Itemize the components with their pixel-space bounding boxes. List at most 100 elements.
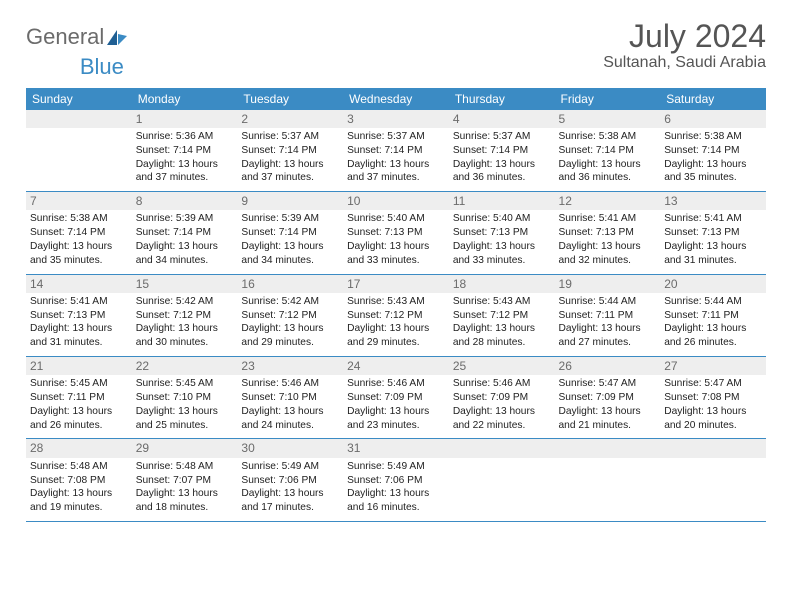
- day-info-line: and 29 minutes.: [241, 336, 339, 350]
- day-info: Sunrise: 5:41 AMSunset: 7:13 PMDaylight:…: [26, 293, 132, 356]
- calendar-cell: 10Sunrise: 5:40 AMSunset: 7:13 PMDayligh…: [343, 192, 449, 274]
- weekday-header: Thursday: [449, 88, 555, 110]
- brand-logo: General: [26, 24, 128, 50]
- day-number: [660, 439, 766, 457]
- sail-icon: [106, 28, 128, 46]
- calendar-cell: [449, 439, 555, 521]
- calendar-cell: 14Sunrise: 5:41 AMSunset: 7:13 PMDayligh…: [26, 274, 132, 356]
- calendar-cell: 9Sunrise: 5:39 AMSunset: 7:14 PMDaylight…: [237, 192, 343, 274]
- day-info-line: Sunset: 7:09 PM: [559, 391, 657, 405]
- day-info-line: Sunset: 7:11 PM: [30, 391, 128, 405]
- calendar-week-row: 28Sunrise: 5:48 AMSunset: 7:08 PMDayligh…: [26, 439, 766, 521]
- day-info-line: Daylight: 13 hours: [241, 322, 339, 336]
- day-info-line: and 25 minutes.: [136, 419, 234, 433]
- calendar-cell: 12Sunrise: 5:41 AMSunset: 7:13 PMDayligh…: [555, 192, 661, 274]
- day-info-line: and 28 minutes.: [453, 336, 551, 350]
- day-number: 23: [237, 357, 343, 375]
- day-info: Sunrise: 5:43 AMSunset: 7:12 PMDaylight:…: [449, 293, 555, 356]
- day-info-line: Sunrise: 5:36 AM: [136, 130, 234, 144]
- day-info-line: Sunset: 7:11 PM: [664, 309, 762, 323]
- day-info-line: Daylight: 13 hours: [347, 405, 445, 419]
- day-info-line: Sunrise: 5:45 AM: [30, 377, 128, 391]
- day-info: Sunrise: 5:41 AMSunset: 7:13 PMDaylight:…: [555, 210, 661, 273]
- day-info-line: Daylight: 13 hours: [453, 240, 551, 254]
- day-number: [449, 439, 555, 457]
- calendar-cell: 26Sunrise: 5:47 AMSunset: 7:09 PMDayligh…: [555, 356, 661, 438]
- day-number: [555, 439, 661, 457]
- calendar-cell: 16Sunrise: 5:42 AMSunset: 7:12 PMDayligh…: [237, 274, 343, 356]
- calendar-cell: 3Sunrise: 5:37 AMSunset: 7:14 PMDaylight…: [343, 110, 449, 192]
- day-info: Sunrise: 5:49 AMSunset: 7:06 PMDaylight:…: [343, 458, 449, 521]
- day-info: Sunrise: 5:45 AMSunset: 7:11 PMDaylight:…: [26, 375, 132, 438]
- day-info-line: and 20 minutes.: [664, 419, 762, 433]
- day-info-line: and 16 minutes.: [347, 501, 445, 515]
- weekday-header: Sunday: [26, 88, 132, 110]
- day-info-line: Sunset: 7:14 PM: [559, 144, 657, 158]
- day-info-line: Sunset: 7:09 PM: [453, 391, 551, 405]
- day-info-line: Sunrise: 5:38 AM: [30, 212, 128, 226]
- day-info: Sunrise: 5:39 AMSunset: 7:14 PMDaylight:…: [132, 210, 238, 273]
- calendar-page: General July 2024 Sultanah, Saudi Arabia…: [0, 0, 792, 522]
- day-info: Sunrise: 5:41 AMSunset: 7:13 PMDaylight:…: [660, 210, 766, 273]
- day-info: Sunrise: 5:46 AMSunset: 7:10 PMDaylight:…: [237, 375, 343, 438]
- day-info-line: and 37 minutes.: [347, 171, 445, 185]
- day-info-line: Daylight: 13 hours: [453, 322, 551, 336]
- day-info-line: Sunrise: 5:37 AM: [241, 130, 339, 144]
- day-info-line: Sunset: 7:11 PM: [559, 309, 657, 323]
- day-info-line: and 30 minutes.: [136, 336, 234, 350]
- day-info: [26, 128, 132, 186]
- day-number: 27: [660, 357, 766, 375]
- day-info-line: Sunset: 7:12 PM: [136, 309, 234, 323]
- calendar-table: SundayMondayTuesdayWednesdayThursdayFrid…: [26, 88, 766, 522]
- day-info-line: Daylight: 13 hours: [453, 158, 551, 172]
- calendar-cell: 11Sunrise: 5:40 AMSunset: 7:13 PMDayligh…: [449, 192, 555, 274]
- day-info-line: Sunrise: 5:48 AM: [30, 460, 128, 474]
- day-info-line: Sunset: 7:07 PM: [136, 474, 234, 488]
- day-info-line: and 31 minutes.: [30, 336, 128, 350]
- calendar-cell: 18Sunrise: 5:43 AMSunset: 7:12 PMDayligh…: [449, 274, 555, 356]
- day-info-line: Sunset: 7:06 PM: [347, 474, 445, 488]
- day-info: Sunrise: 5:38 AMSunset: 7:14 PMDaylight:…: [660, 128, 766, 191]
- calendar-week-row: 14Sunrise: 5:41 AMSunset: 7:13 PMDayligh…: [26, 274, 766, 356]
- day-info-line: Daylight: 13 hours: [559, 158, 657, 172]
- weekday-header: Saturday: [660, 88, 766, 110]
- day-info-line: Sunset: 7:06 PM: [241, 474, 339, 488]
- day-info-line: Sunset: 7:10 PM: [241, 391, 339, 405]
- day-info-line: Sunrise: 5:39 AM: [241, 212, 339, 226]
- day-info: Sunrise: 5:47 AMSunset: 7:09 PMDaylight:…: [555, 375, 661, 438]
- day-info-line: and 27 minutes.: [559, 336, 657, 350]
- day-info-line: Daylight: 13 hours: [136, 405, 234, 419]
- day-info-line: Sunrise: 5:48 AM: [136, 460, 234, 474]
- day-info-line: Daylight: 13 hours: [453, 405, 551, 419]
- day-number: 1: [132, 110, 238, 128]
- calendar-cell: 30Sunrise: 5:49 AMSunset: 7:06 PMDayligh…: [237, 439, 343, 521]
- day-info-line: Daylight: 13 hours: [559, 240, 657, 254]
- calendar-cell: 19Sunrise: 5:44 AMSunset: 7:11 PMDayligh…: [555, 274, 661, 356]
- day-info-line: Sunrise: 5:37 AM: [347, 130, 445, 144]
- day-info: Sunrise: 5:49 AMSunset: 7:06 PMDaylight:…: [237, 458, 343, 521]
- day-number: 6: [660, 110, 766, 128]
- day-info-line: and 22 minutes.: [453, 419, 551, 433]
- day-info-line: Daylight: 13 hours: [30, 487, 128, 501]
- day-number: 13: [660, 192, 766, 210]
- day-info-line: Sunset: 7:14 PM: [30, 226, 128, 240]
- day-info-line: and 29 minutes.: [347, 336, 445, 350]
- day-info: [660, 458, 766, 516]
- day-info-line: Daylight: 13 hours: [347, 240, 445, 254]
- day-number: 7: [26, 192, 132, 210]
- day-info-line: and 18 minutes.: [136, 501, 234, 515]
- day-info-line: Sunset: 7:08 PM: [664, 391, 762, 405]
- day-info-line: Daylight: 13 hours: [559, 405, 657, 419]
- calendar-cell: 13Sunrise: 5:41 AMSunset: 7:13 PMDayligh…: [660, 192, 766, 274]
- calendar-week-row: 1Sunrise: 5:36 AMSunset: 7:14 PMDaylight…: [26, 110, 766, 192]
- day-info-line: Sunrise: 5:40 AM: [347, 212, 445, 226]
- day-info-line: and 21 minutes.: [559, 419, 657, 433]
- day-info-line: and 33 minutes.: [453, 254, 551, 268]
- calendar-body: 1Sunrise: 5:36 AMSunset: 7:14 PMDaylight…: [26, 110, 766, 522]
- calendar-cell: 25Sunrise: 5:46 AMSunset: 7:09 PMDayligh…: [449, 356, 555, 438]
- day-number: 19: [555, 275, 661, 293]
- day-info-line: and 36 minutes.: [453, 171, 551, 185]
- day-number: 28: [26, 439, 132, 457]
- day-number: 12: [555, 192, 661, 210]
- day-info-line: Sunset: 7:12 PM: [241, 309, 339, 323]
